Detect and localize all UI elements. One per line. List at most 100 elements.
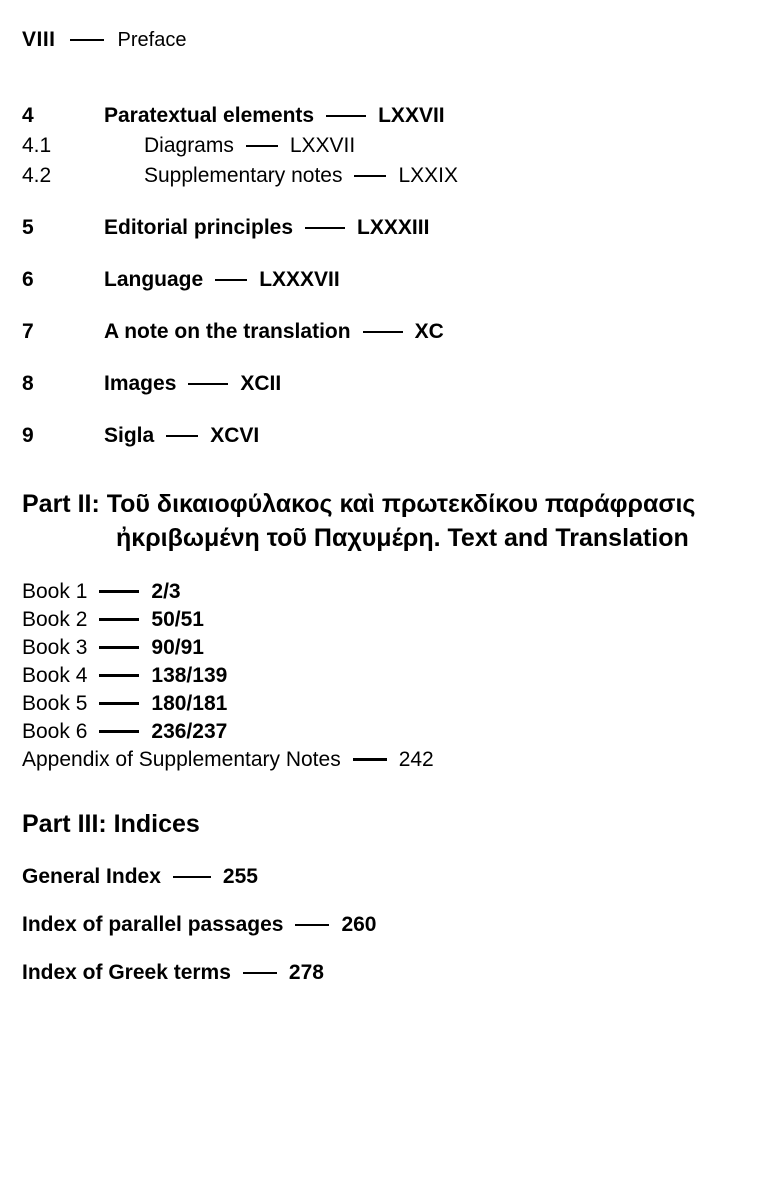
book-entry-label: Book 2 [22, 608, 87, 632]
part-2-heading: Part II: Τοῦ δικαιοφύλακος καὶ πρωτεκδίκ… [22, 488, 736, 556]
toc-spacer [22, 246, 736, 268]
toc-entry-title: Sigla [104, 424, 154, 448]
toc-entry-title: A note on the translation [104, 320, 351, 344]
toc-entry-rule [363, 331, 403, 333]
appendix-page: 242 [399, 748, 434, 772]
toc-entry-rule [188, 383, 228, 385]
toc-entry: 6Language LXXXVII [22, 268, 736, 292]
book-entry-rule [99, 618, 139, 620]
index-entry-label: Index of Greek terms [22, 961, 231, 985]
toc-entry-title-wrap: Diagrams LXXVII [104, 134, 355, 158]
toc-entry-rule [354, 175, 386, 177]
toc-entry-page: XC [415, 320, 444, 344]
part-2-line-1: Part II: Τοῦ δικαιοφύλακος καὶ πρωτεκδίκ… [22, 490, 695, 518]
book-entry-page: 50/51 [151, 608, 204, 632]
toc-entry-rule [326, 115, 366, 117]
part-3-title: Part III: Indices [22, 810, 200, 838]
indices-list: General Index255 Index of parallel passag… [22, 865, 736, 985]
toc-spacer [22, 298, 736, 320]
toc-entry-title: Images [104, 372, 176, 396]
toc-entry-title-wrap: Images XCII [104, 372, 281, 396]
book-entry-label: Book 3 [22, 636, 87, 660]
index-entry-page: 278 [289, 961, 324, 985]
toc-entry-number: 6 [22, 268, 104, 292]
toc-entry-title: Language [104, 268, 203, 292]
book-entry-label: Book 4 [22, 664, 87, 688]
toc-entry-page: LXXIX [398, 164, 458, 188]
part-2-line-2: ἠκριβωμένη τοῦ Παχυμέρη. Text and Transl… [22, 522, 736, 556]
book-entry-page: 90/91 [151, 636, 204, 660]
toc-entry-number: 8 [22, 372, 104, 396]
toc-entry-number: 9 [22, 424, 104, 448]
toc-entry-page: LXXVII [290, 134, 355, 158]
toc-entry-title: Editorial principles [104, 216, 293, 240]
toc-entry-number: 7 [22, 320, 104, 344]
book-entry: Book 5 180/181 [22, 692, 736, 716]
index-entry-rule [295, 924, 329, 926]
toc-entry: 7A note on the translation XC [22, 320, 736, 344]
index-entry: Index of parallel passages 260 [22, 913, 736, 937]
index-entry: General Index255 [22, 865, 736, 889]
toc-entry-rule [246, 145, 278, 147]
toc-entry-title-wrap: A note on the translation XC [104, 320, 444, 344]
book-entry-rule [99, 590, 139, 592]
book-entry-rule [99, 730, 139, 732]
toc-entry-number: 4.1 [22, 134, 104, 158]
toc-entry: 5Editorial principles LXXXIII [22, 216, 736, 240]
toc-entry-title-wrap: Language LXXXVII [104, 268, 340, 292]
book-entry-label: Book 5 [22, 692, 87, 716]
appendix-label: Appendix of Supplementary Notes [22, 748, 341, 772]
toc-entry: 4Paratextual elements LXXVII [22, 104, 736, 128]
toc-entry-title-wrap: Paratextual elements LXXVII [104, 104, 445, 128]
section-label: Preface [118, 29, 187, 52]
appendix-entry: Appendix of Supplementary Notes 242 [22, 748, 736, 772]
toc-entry-title-wrap: Supplementary notes LXXIX [104, 164, 458, 188]
toc-entry-page: LXXXIII [357, 216, 429, 240]
book-entry: Book 4 138/139 [22, 664, 736, 688]
toc-entry: 4.1 Diagrams LXXVII [22, 134, 736, 158]
toc-entry: 4.2 Supplementary notes LXXIX [22, 164, 736, 188]
part-3-heading: Part III: Indices [22, 808, 736, 842]
toc-entry-page: LXXXVII [259, 268, 340, 292]
toc-entry-number: 4 [22, 104, 104, 128]
toc-entry-page: XCVI [210, 424, 259, 448]
toc-spacer [22, 194, 736, 216]
toc-entry-page: XCII [240, 372, 281, 396]
appendix-rule [353, 758, 387, 760]
book-entry-rule [99, 674, 139, 676]
toc-entry-number: 4.2 [22, 164, 104, 188]
toc-entry-title: Supplementary notes [144, 164, 342, 188]
toc-entry-page: LXXVII [378, 104, 445, 128]
book-entry-page: 236/237 [151, 720, 227, 744]
index-entry-label: Index of parallel passages [22, 913, 283, 937]
toc-entry: 9Sigla XCVI [22, 424, 736, 448]
page-header: VIII Preface [22, 28, 736, 52]
toc-entry-title: Paratextual elements [104, 104, 314, 128]
toc-entry: 8Images XCII [22, 372, 736, 396]
book-entry-label: Book 1 [22, 580, 87, 604]
book-entry: Book 2 50/51 [22, 608, 736, 632]
index-entry-label: General Index [22, 865, 161, 889]
header-rule [70, 39, 104, 41]
book-entry-page: 2/3 [151, 580, 180, 604]
toc-entry-title-wrap: Editorial principles LXXXIII [104, 216, 429, 240]
toc-entry-rule [215, 279, 247, 281]
book-entry-page: 138/139 [151, 664, 227, 688]
book-entry: Book 6236/237 [22, 720, 736, 744]
toc-entry-title: Diagrams [144, 134, 234, 158]
book-entry: Book 3 90/91 [22, 636, 736, 660]
book-entry-rule [99, 702, 139, 704]
toc-spacer [22, 350, 736, 372]
index-entry-page: 260 [341, 913, 376, 937]
book-entry-page: 180/181 [151, 692, 227, 716]
index-entry: Index of Greek terms 278 [22, 961, 736, 985]
toc-entry-number: 5 [22, 216, 104, 240]
books-list: Book 1 2/3 Book 2 50/51 Book 3 90/91 Book 4 138… [22, 580, 736, 772]
toc-spacer [22, 402, 736, 424]
toc-section-1: 4Paratextual elements LXXVII 4.1 Diagrams LX… [22, 104, 736, 448]
index-entry-rule [243, 972, 277, 974]
page-number-roman: VIII [22, 28, 56, 52]
book-entry: Book 1 2/3 [22, 580, 736, 604]
book-entry-rule [99, 646, 139, 648]
toc-entry-rule [166, 435, 198, 437]
